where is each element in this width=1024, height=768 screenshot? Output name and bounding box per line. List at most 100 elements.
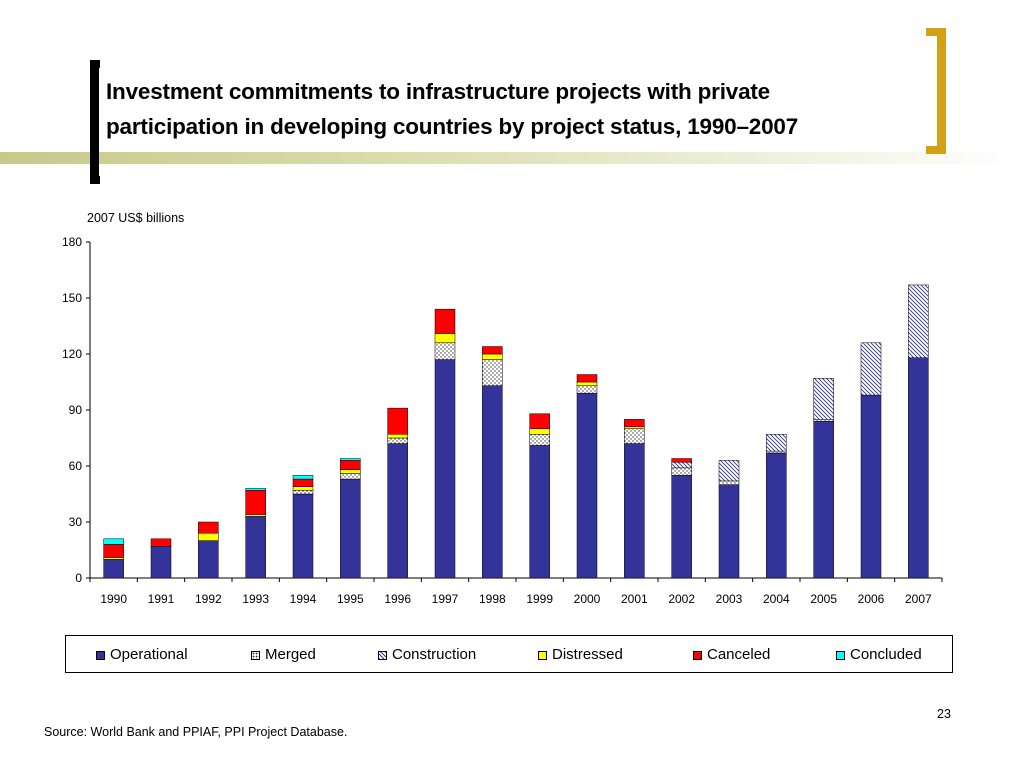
bar-segment-merged (718, 480, 740, 485)
x-tick-label: 1995 (337, 592, 364, 606)
y-tick-label: 0 (75, 571, 82, 585)
bar-segment-concluded (245, 488, 266, 491)
bar-segment-canceled (624, 419, 645, 428)
legend-label: Canceled (707, 646, 771, 663)
page-number: 23 (937, 707, 951, 721)
bar-segment-canceled (671, 458, 692, 463)
x-tick-label: 2005 (810, 592, 837, 606)
legend: Operational Merged Construction Distressed C… (65, 635, 953, 673)
bar-segment-distressed (340, 469, 361, 474)
bar-segment-merged (482, 359, 503, 386)
bar-segment-canceled (245, 490, 266, 515)
bar-segment-merged (387, 437, 408, 444)
x-tick-label: 1998 (479, 592, 506, 606)
legend-label: Operational (110, 646, 188, 663)
x-tick-label: 1991 (148, 592, 175, 606)
bar-segment-operational (387, 443, 408, 579)
bar-segment-distressed (624, 426, 645, 429)
slide-title: Investment commitments to infrastructure… (106, 74, 916, 144)
y-tick-label: 180 (62, 235, 82, 249)
y-unit-label: 2007 US$ billions (87, 211, 184, 225)
legend-swatch (96, 650, 105, 660)
x-tick-label: 2003 (716, 592, 743, 606)
y-tick-label: 60 (69, 459, 83, 473)
bar-segment-operational (576, 392, 598, 579)
bar-segment-merged (529, 434, 550, 446)
x-tick-label: 1996 (384, 592, 411, 606)
x-tick-label: 1997 (432, 592, 459, 606)
bar-segment-distressed (245, 514, 266, 517)
bar-segment-canceled (387, 407, 408, 435)
legend-item-merged: Merged (251, 647, 316, 663)
bar-segment-operational (813, 420, 834, 579)
x-tick-label: 2000 (574, 592, 601, 606)
bar-segment-operational (718, 484, 740, 579)
bar-segment-operational (624, 443, 645, 579)
bar-segment-merged (766, 450, 787, 454)
y-tick-label: 150 (62, 291, 82, 305)
y-tick-label: 120 (62, 347, 82, 361)
bar-segment-canceled (150, 538, 172, 547)
bar-segment-canceled (292, 478, 314, 487)
bar-segment-distressed (387, 434, 408, 439)
bar-segment-operational (766, 452, 787, 579)
title-line-1: Investment commitments to infrastructure… (106, 79, 770, 104)
legend-label: Merged (265, 646, 316, 663)
bar-segment-distressed (529, 428, 550, 435)
y-tick-label: 30 (69, 515, 83, 529)
axes (86, 241, 943, 582)
x-tick-label: 1990 (100, 592, 127, 606)
bar-segment-operational (671, 475, 692, 579)
bar-segment-distressed (292, 486, 314, 491)
bar-segment-operational (908, 357, 929, 579)
bar-segment-operational (103, 559, 124, 579)
x-tick-label: 1999 (526, 592, 553, 606)
bar-segment-canceled (529, 413, 550, 429)
bar-segment-construction (860, 342, 882, 396)
bar-segment-construction (766, 434, 787, 452)
legend-item-construction: Construction (378, 647, 476, 663)
legend-label: Concluded (850, 646, 922, 663)
bars (103, 284, 929, 579)
bar-segment-construction (813, 378, 834, 420)
bar-segment-merged (292, 490, 314, 495)
title-band (0, 152, 1024, 164)
bar-segment-operational (529, 445, 550, 579)
legend-swatch (693, 650, 702, 660)
x-tick-label: 2007 (905, 592, 932, 606)
bar-segment-operational (482, 385, 503, 579)
x-tick-label: 1994 (290, 592, 317, 606)
bar-segment-merged (624, 428, 645, 444)
bar-segment-merged (340, 473, 361, 480)
legend-swatch (378, 650, 387, 660)
bar-segment-canceled (434, 308, 456, 334)
legend-item-canceled: Canceled (693, 647, 770, 663)
bar-segment-merged (576, 385, 598, 394)
bar-segment-operational (292, 493, 314, 579)
bar-segment-distressed (103, 557, 124, 560)
x-tick-label: 2004 (763, 592, 790, 606)
source-note: Source: World Bank and PPIAF, PPI Projec… (44, 725, 348, 739)
bar-segment-canceled (103, 544, 124, 558)
bar-segment-canceled (198, 521, 219, 534)
left-bracket-decoration (90, 60, 100, 184)
bar-segment-construction (671, 462, 692, 469)
bar-segment-concluded (340, 458, 361, 461)
x-tick-label: 2006 (858, 592, 885, 606)
bar-segment-concluded (292, 475, 314, 480)
x-tick-label: 2001 (621, 592, 648, 606)
tick-labels: 0 30 60 90 120 150 180 1990 1991 1992 1993 1994 1995… (62, 235, 932, 606)
x-tick-label: 2002 (668, 592, 695, 606)
bar-segment-distressed (482, 353, 503, 360)
bar-segment-construction (908, 284, 929, 358)
right-bracket-decoration (926, 28, 946, 154)
legend-item-distressed: Distressed (538, 647, 623, 663)
bar-segment-merged (813, 419, 834, 422)
bar-segment-concluded (103, 538, 124, 545)
bar-segment-operational (860, 394, 882, 579)
bar-segment-operational (434, 359, 456, 579)
legend-item-operational: Operational (96, 647, 188, 663)
bar-segment-operational (198, 540, 219, 579)
bar-segment-distressed (434, 333, 456, 344)
bar-segment-canceled (340, 460, 361, 470)
